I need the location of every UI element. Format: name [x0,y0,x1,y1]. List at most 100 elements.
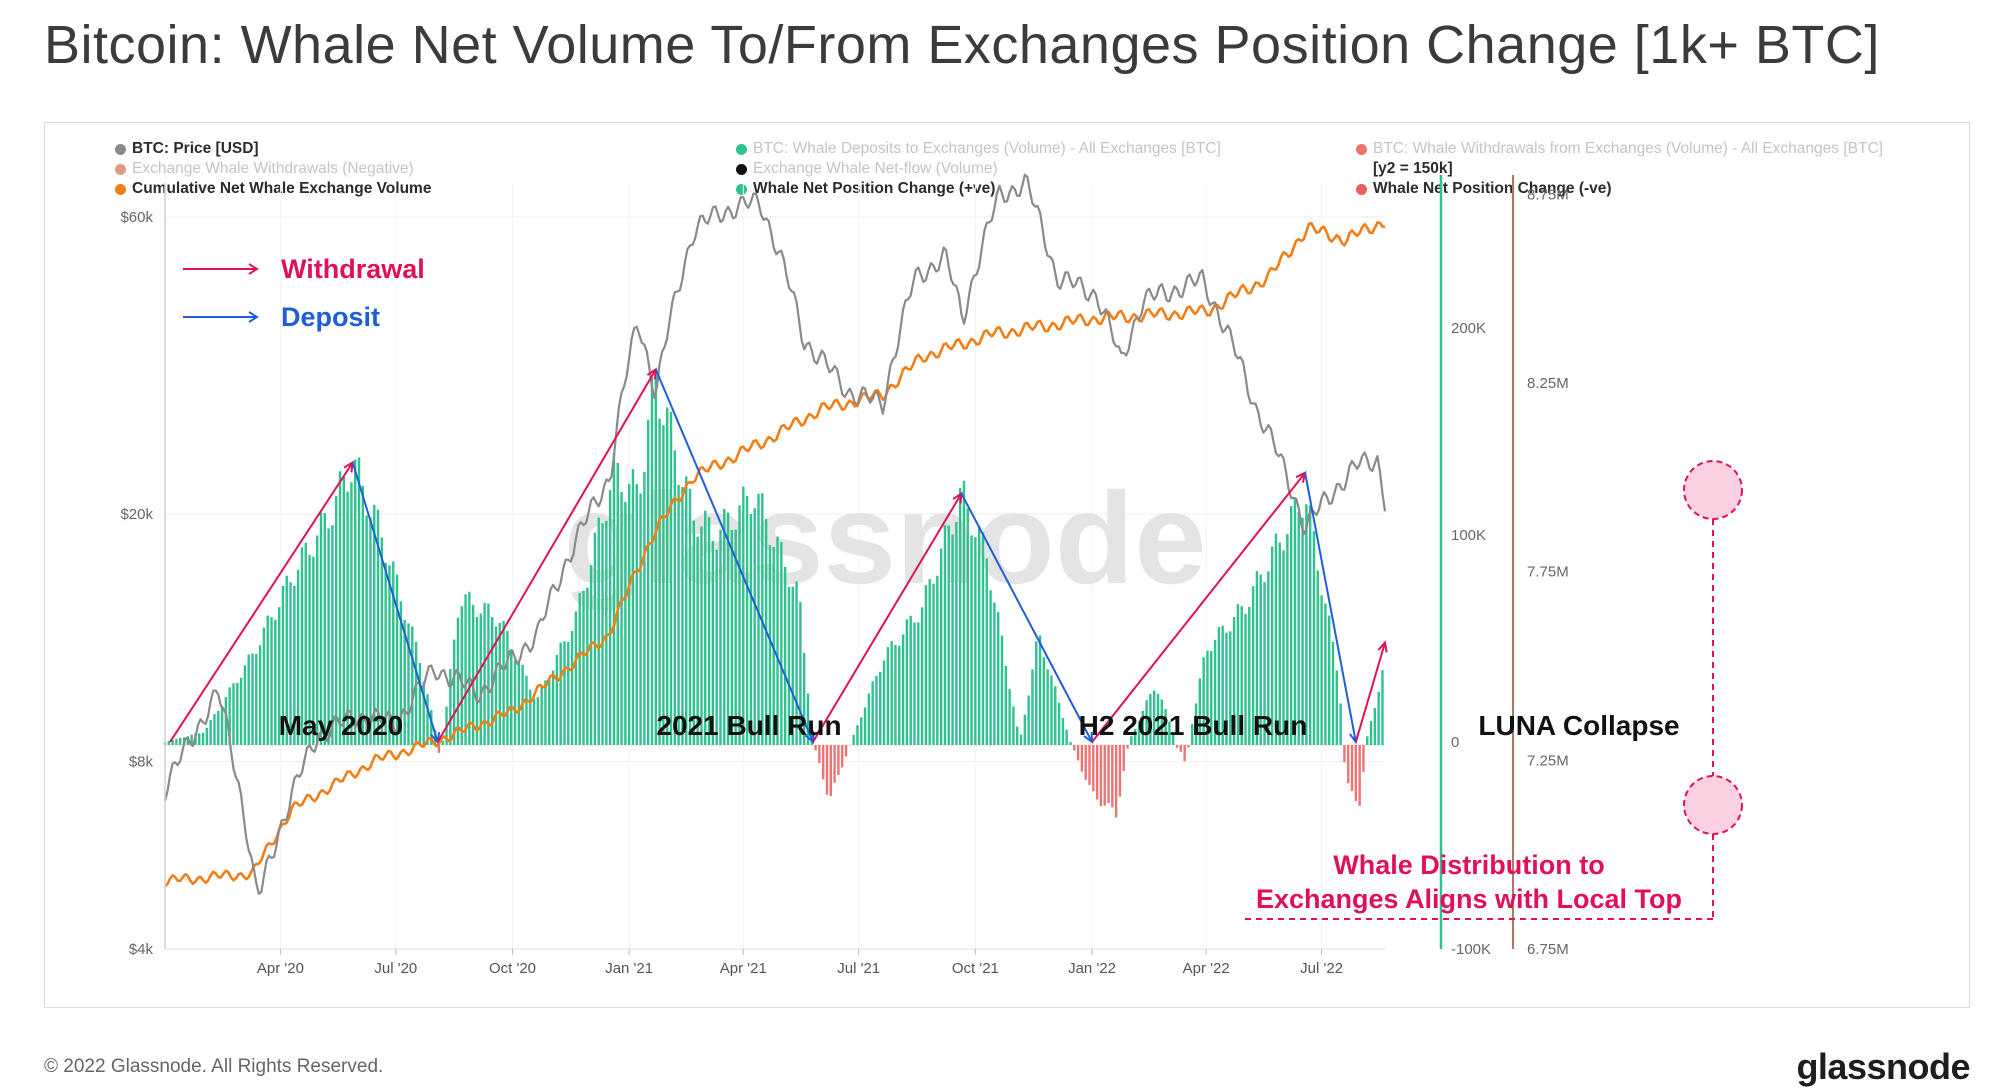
bar-positive [407,623,410,745]
bar-positive [970,535,973,745]
bar-positive [624,501,627,745]
bar-positive [939,548,943,745]
bar-positive [1164,708,1167,745]
legend-item-whale-deposits[interactable]: BTC: Whale Deposits to Exchanges (Volume… [736,140,1221,158]
legend-label: BTC: Whale Deposits to Exchanges (Volume… [753,140,1221,157]
bar-positive [1194,703,1198,745]
bar-positive [1270,546,1274,745]
legend-item-net-flow[interactable]: Exchange Whale Net-flow (Volume) [736,160,998,178]
bar-positive [217,710,220,745]
bar-negative [825,745,829,795]
bar-positive [791,586,794,745]
bar-positive [586,587,589,745]
bar-negative [1076,745,1080,761]
bar-positive [650,377,654,745]
bar-negative [829,745,833,797]
bar-positive [1320,595,1323,745]
trend-arrows [169,367,1388,745]
bar-positive [243,665,247,745]
bar-positive [361,485,365,745]
legend-item-whale-withdrawals[interactable]: BTC: Whale Withdrawals from Exchanges (V… [1356,140,1883,158]
bar-positive [296,569,300,745]
legend-dot-icon [736,143,747,155]
bar-positive [688,488,692,745]
bar-positive [776,536,779,745]
bar-positive [536,697,540,745]
page-title: Bitcoin: Whale Net Volume To/From Exchan… [44,15,1880,75]
bar-positive [513,660,517,745]
bar-positive [354,459,357,745]
bar-positive [517,662,521,745]
bar-negative [1092,745,1095,792]
bar-positive [936,575,939,745]
y-right2-tick-label: 7.75M [1527,564,1569,581]
bar-positive [1152,690,1156,745]
bar-positive [1221,625,1224,745]
bar-positive [917,622,920,745]
bar-positive [247,654,250,745]
bar-positive [1366,736,1369,745]
bar-positive [346,491,349,745]
bar-positive [1308,505,1312,745]
withdrawal-arrow-head-icon [248,263,259,275]
legend-item-whale-withdrawals-negative[interactable]: Exchange Whale Withdrawals (Negative) [115,160,414,178]
bar-positive [190,734,193,745]
bar-positive [232,683,235,745]
withdrawal-arrow [1354,642,1386,743]
bar-positive [635,484,638,745]
bar-positive [890,641,893,745]
bar-positive [1206,650,1209,745]
legend-item-cumulative[interactable]: Cumulative Net Whale Exchange Volume [115,180,431,198]
bar-positive [510,649,513,745]
x-tick-label: Jul '20 [374,960,417,977]
bar-positive [567,641,570,745]
bar-positive [559,642,562,745]
bar-positive [593,532,597,745]
x-tick-label: Jul '21 [837,960,880,977]
arrow-legend: Withdrawal Deposit [183,254,425,332]
bar-positive [281,585,285,745]
bar-positive [1324,603,1327,745]
legend-label: BTC: Whale Withdrawals from Exchanges (V… [1373,140,1883,157]
bar-positive [274,619,277,745]
legend-item-negative-change[interactable]: Whale Net Position Change (-ve) [1356,180,1612,198]
bar-positive [255,654,258,745]
legend-item-btc-price[interactable]: BTC: Price [USD] [115,140,259,158]
bar-negative [1358,745,1361,806]
bar-positive [403,620,406,745]
withdrawal-arrow [436,368,657,743]
bar-positive [1217,626,1221,745]
bar-positive [532,698,536,745]
bar-positive [616,462,619,745]
bar-positive [213,714,216,745]
y-right-tick-label: -100K [1451,941,1491,958]
bar-positive [167,741,171,745]
bar-negative [1084,745,1087,780]
bar-negative [1354,745,1358,802]
bar-positive [1327,615,1331,745]
bar-positive [974,537,977,745]
bar-negative [818,745,821,764]
bar-positive [308,554,311,745]
bar-positive [1369,720,1373,745]
bar-positive [643,471,646,745]
bar-positive [392,561,395,745]
bar-positive [749,514,753,745]
bar-positive [1141,710,1144,745]
bar-positive [369,517,372,745]
bar-positive [1381,670,1384,745]
bar-positive [669,412,673,745]
bar-positive [258,645,262,745]
bar-positive [251,653,254,745]
legend-item-positive-change[interactable]: Whale Net Position Change (+ve) [736,180,995,198]
bar-positive [692,520,696,745]
bar-positive [475,616,479,745]
bar-positive [1267,571,1270,745]
bar-positive [487,603,490,745]
bar-positive [1000,635,1004,745]
bar-positive [1282,550,1285,745]
bar-positive [742,486,745,745]
glassnode-logo[interactable]: glassnode [1796,1046,1970,1087]
legend-dot-icon [1356,143,1367,155]
bar-positive [1160,699,1163,745]
